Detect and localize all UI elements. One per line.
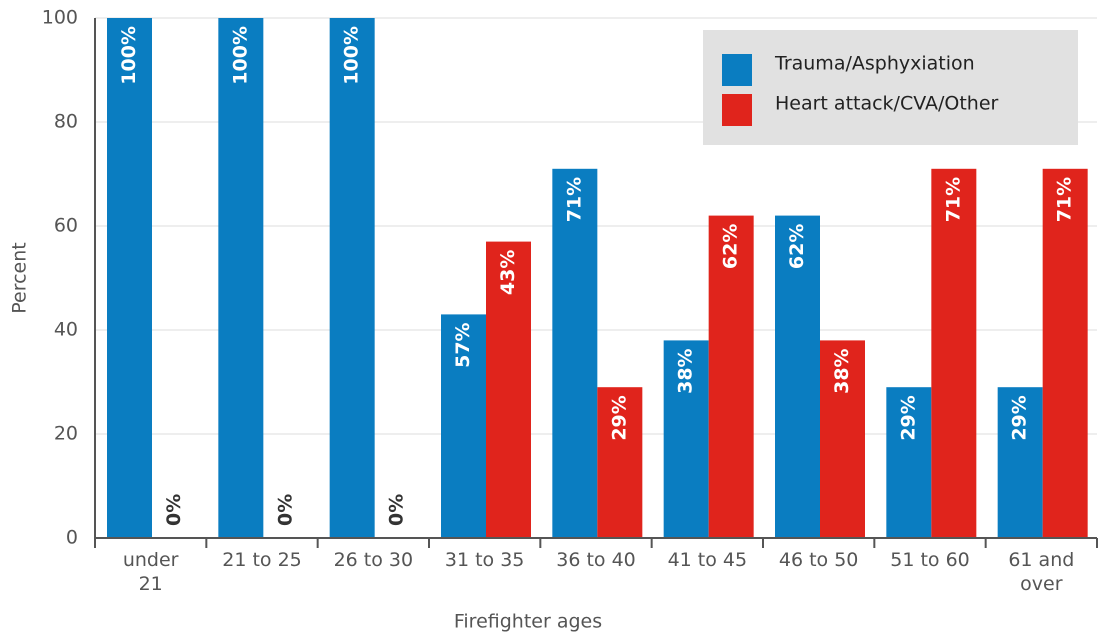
- legend-box: [703, 30, 1078, 145]
- bar: [329, 18, 375, 538]
- legend-label: Trauma/Asphyxiation: [774, 53, 975, 75]
- bar: [1042, 168, 1088, 539]
- bar-label: 38%: [675, 348, 697, 393]
- bar-label: 29%: [608, 395, 630, 440]
- bar-label: 29%: [1009, 395, 1031, 440]
- bar-label: 57%: [452, 322, 474, 367]
- legend-swatch: [722, 54, 752, 86]
- y-tick-label: 60: [54, 215, 78, 237]
- x-tick-label: 51 to 60: [890, 549, 970, 571]
- x-tick-label: 61 and over: [1008, 549, 1075, 595]
- x-tick-label: 26 to 30: [333, 549, 414, 571]
- x-axis-title: Firefighter ages: [454, 611, 602, 633]
- x-tick-label: 46 to 50: [778, 549, 859, 571]
- bar: [486, 241, 531, 538]
- bar: [820, 340, 865, 538]
- bar-label: 0%: [386, 494, 408, 526]
- x-tick-label: 36 to 40: [556, 549, 636, 571]
- y-tick-label: 80: [54, 111, 78, 133]
- bar: [708, 215, 754, 538]
- x-tick-label: 21 to 25: [222, 549, 302, 571]
- bar-label: 71%: [942, 177, 964, 222]
- bar-label: 62%: [786, 224, 808, 269]
- bar: [107, 18, 152, 538]
- y-tick-label: 40: [54, 319, 78, 341]
- bar-label: 62%: [720, 224, 742, 269]
- x-tick-label: 31 to 35: [444, 549, 525, 571]
- bar-label: 100%: [341, 26, 363, 85]
- y-axis-title: Percent: [9, 242, 31, 314]
- bar-label: 0%: [163, 494, 185, 526]
- x-tick-label: 41 to 45: [667, 549, 748, 571]
- legend-swatch: [722, 94, 752, 126]
- bar: [441, 314, 486, 538]
- bar-label: 0%: [274, 494, 296, 526]
- bar-label: 71%: [1054, 177, 1076, 222]
- legend-label: Heart attack/CVA/Other: [775, 93, 999, 115]
- y-tick-label: 0: [66, 527, 78, 549]
- x-tick-label: under 21: [122, 549, 179, 595]
- bar-label: 71%: [563, 177, 585, 222]
- bar-label: 100%: [229, 26, 251, 85]
- bar-label: 29%: [897, 395, 919, 440]
- bar: [997, 387, 1043, 538]
- bar: [886, 387, 932, 538]
- bar-label: 43%: [497, 250, 519, 295]
- bar: [775, 215, 820, 538]
- bar: [552, 168, 598, 539]
- bar: [597, 387, 643, 538]
- bar-label: 100%: [118, 26, 140, 85]
- bar: [218, 18, 264, 538]
- bar-label: 38%: [831, 348, 853, 393]
- y-tick-label: 100: [42, 7, 78, 29]
- y-tick-label: 20: [54, 423, 78, 445]
- bar: [663, 340, 709, 538]
- bar: [931, 168, 977, 539]
